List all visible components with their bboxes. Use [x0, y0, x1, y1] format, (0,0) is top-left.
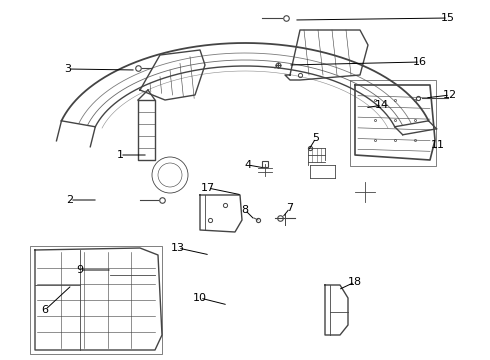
Text: 11: 11: [431, 140, 445, 150]
Text: 15: 15: [441, 13, 455, 23]
Text: 6: 6: [42, 305, 49, 315]
Text: 18: 18: [348, 277, 362, 287]
Text: 17: 17: [201, 183, 215, 193]
Text: 3: 3: [65, 64, 72, 74]
Text: 8: 8: [242, 205, 248, 215]
Text: 16: 16: [413, 57, 427, 67]
Text: 14: 14: [375, 100, 389, 110]
Bar: [30, 246, 162, 354]
Text: 5: 5: [313, 133, 319, 143]
Text: 12: 12: [443, 90, 457, 100]
Text: 2: 2: [67, 195, 74, 205]
Text: 9: 9: [76, 265, 84, 275]
Text: 7: 7: [287, 203, 294, 213]
Text: 10: 10: [193, 293, 207, 303]
Text: 13: 13: [171, 243, 185, 253]
Text: 4: 4: [245, 160, 251, 170]
Text: 1: 1: [117, 150, 123, 160]
